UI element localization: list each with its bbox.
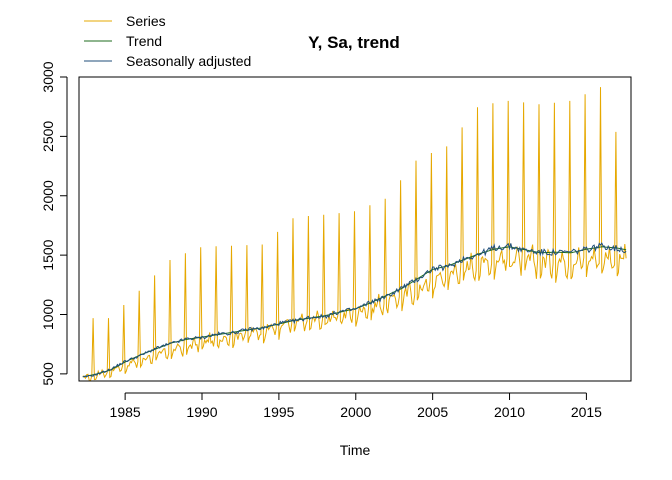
- plot-frame: [78, 76, 632, 382]
- x-tick-label: 1995: [263, 404, 294, 420]
- x-tick-label: 1990: [186, 404, 217, 420]
- x-tick-label: 2010: [494, 404, 525, 420]
- series-line-series: [82, 87, 627, 382]
- x-axis: 1985 1990 1995 2000 2005 2010 2015: [110, 392, 602, 420]
- plot-lines: [82, 87, 627, 382]
- y-tick-label: 2000: [40, 180, 56, 211]
- x-tick-label: 2000: [340, 404, 371, 420]
- x-tick-label: 2005: [417, 404, 448, 420]
- legend-label-series: Series: [126, 13, 166, 29]
- y-tick-label: 3000: [40, 61, 56, 92]
- x-tick-label: 1985: [110, 404, 141, 420]
- x-axis-label: Time: [340, 442, 371, 458]
- y-axis: 500 1000 1500 2000 2500 3000: [40, 61, 68, 386]
- legend-label-trend: Trend: [126, 33, 162, 49]
- chart-title: Y, Sa, trend: [308, 33, 400, 52]
- legend: Series Trend Seasonally adjusted: [84, 13, 251, 69]
- series-line-seasonally-adjusted: [82, 242, 627, 378]
- y-tick-label: 1000: [40, 299, 56, 330]
- y-tick-label: 500: [40, 362, 56, 386]
- legend-label-seasonally-adjusted: Seasonally adjusted: [126, 53, 251, 69]
- y-tick-label: 1500: [40, 239, 56, 270]
- x-tick-label: 2015: [571, 404, 602, 420]
- y-tick-label: 2500: [40, 121, 56, 152]
